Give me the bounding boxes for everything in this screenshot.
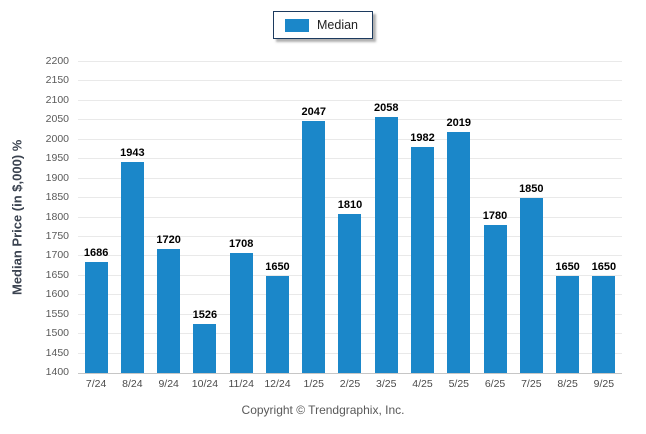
bar[interactable] [120, 161, 144, 373]
bar-column: 1850 [513, 62, 549, 373]
y-tick-label: 1450 [45, 346, 69, 359]
y-tick-label: 1900 [45, 171, 69, 184]
bar-value-label: 1943 [120, 146, 145, 159]
bar-column: 1526 [187, 62, 223, 373]
bar-column: 2058 [368, 62, 404, 373]
y-tick-label: 2150 [45, 74, 69, 87]
bar[interactable] [193, 324, 217, 373]
y-tick-label: 1800 [45, 210, 69, 223]
bar-value-label: 1650 [555, 260, 580, 273]
x-axis-tick-labels: 7/24 8/24 9/24 10/24 11/24 12/24 1/25 2/25 3/25 4… [78, 378, 622, 390]
legend-label: Median [317, 18, 358, 32]
y-tick-label: 1650 [45, 268, 69, 281]
bar-column: 1686 [78, 62, 114, 373]
y-tick-label: 1600 [45, 288, 69, 301]
bar-column: 1720 [151, 62, 187, 373]
bar-value-label: 2058 [374, 102, 399, 115]
x-tick-label: 12/24 [264, 378, 291, 390]
bar[interactable] [374, 117, 398, 373]
x-tick-label: 9/25 [593, 378, 615, 390]
y-tick-label: 1550 [45, 307, 69, 320]
plot-area: 1686 1943 1720 1526 1708 1650 2047 1810 2058 1982… [78, 61, 622, 374]
x-tick-label: 4/25 [412, 378, 433, 390]
bar-column: 1780 [477, 62, 513, 373]
y-tick-label: 1950 [45, 152, 69, 165]
x-tick-label: 5/25 [448, 378, 469, 390]
y-tick-label: 1700 [45, 249, 69, 262]
median-series-swatch-icon [285, 18, 309, 32]
bar-column: 1943 [114, 62, 150, 373]
gridline [78, 80, 622, 82]
gridline [78, 197, 622, 199]
bar[interactable] [84, 261, 108, 373]
bar-value-label: 1686 [83, 246, 109, 259]
bar[interactable] [157, 248, 181, 373]
bar[interactable] [338, 213, 362, 373]
y-tick-label: 1850 [45, 191, 69, 204]
bar[interactable] [447, 132, 471, 373]
gridline [78, 119, 622, 121]
bar-column: 2019 [441, 62, 477, 373]
bar-column: 1650 [550, 62, 586, 373]
bar-column: 1650 [259, 62, 295, 373]
x-tick-label: 10/24 [191, 378, 219, 390]
bar-column: 1982 [405, 62, 441, 373]
x-tick-label: 2/25 [339, 378, 361, 390]
y-tick-label: 2050 [45, 113, 69, 126]
x-tick-label: 3/25 [376, 378, 397, 390]
gridline [78, 61, 622, 62]
x-tick-label: 11/24 [228, 378, 254, 390]
x-tick-label: 1/25 [303, 378, 324, 390]
legend[interactable]: Median [273, 11, 373, 39]
bar[interactable] [265, 275, 289, 373]
bar-value-label: 1650 [265, 260, 290, 273]
bar-value-label: 2019 [446, 117, 472, 130]
bar-column: 1810 [332, 62, 368, 373]
x-tick-label: 8/24 [122, 378, 143, 390]
bar-value-label: 1810 [337, 198, 363, 211]
copyright-text: Copyright © Trendgraphix, Inc. [241, 403, 405, 417]
bar-value-label: 1650 [591, 260, 617, 273]
gridline [78, 99, 622, 101]
bar-value-label: 1708 [228, 238, 254, 251]
bar-value-label: 1780 [482, 210, 508, 223]
bars-layer: 1686 1943 1720 1526 1708 1650 2047 1810 2058 1982… [78, 62, 622, 373]
gridline [78, 177, 622, 179]
y-tick-label: 1750 [45, 229, 69, 242]
bar-value-label: 1982 [410, 131, 435, 144]
bar-column: 1650 [586, 62, 622, 373]
y-tick-label: 2200 [45, 55, 69, 67]
gridline [78, 138, 622, 140]
bar-value-label: 2047 [301, 106, 326, 119]
bar[interactable] [229, 253, 253, 373]
y-tick-label: 2100 [45, 93, 69, 106]
y-tick-label: 2000 [45, 132, 69, 145]
bar[interactable] [519, 198, 543, 373]
bar-value-label: 1526 [192, 309, 218, 322]
x-tick-label: 6/25 [484, 378, 506, 390]
bar-column: 1708 [223, 62, 259, 373]
gridline [78, 158, 622, 160]
x-tick-label: 9/24 [158, 378, 179, 390]
x-tick-label: 7/24 [85, 378, 107, 390]
y-tick-label: 1500 [45, 327, 69, 340]
bar[interactable] [302, 121, 326, 373]
bar[interactable] [483, 225, 507, 373]
bar[interactable] [556, 275, 580, 373]
bar-column: 2047 [296, 62, 332, 373]
bar[interactable] [411, 146, 435, 373]
bar[interactable] [592, 275, 616, 373]
y-axis-tick-labels: 1400 1450 1500 1550 1600 1650 1700 1750 1800 1850… [0, 56, 73, 378]
x-tick-label: 7/25 [521, 378, 542, 390]
bar-value-label: 1720 [156, 233, 181, 246]
x-tick-label: 8/25 [557, 378, 578, 390]
bar-value-label: 1850 [519, 183, 544, 196]
y-tick-label: 1400 [45, 366, 69, 378]
